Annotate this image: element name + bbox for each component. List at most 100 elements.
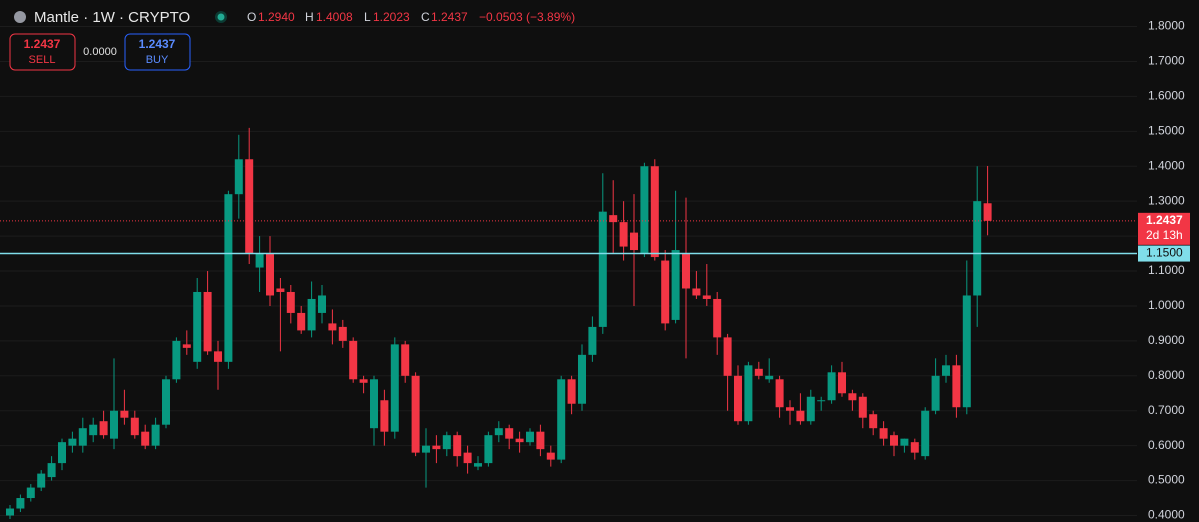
candle-body <box>224 194 233 362</box>
candle-body <box>650 166 659 258</box>
y-tick-label: 0.4000 <box>1148 508 1185 522</box>
y-tick-label: 1.5000 <box>1148 123 1185 137</box>
candle-body <box>827 372 836 401</box>
candle-body <box>494 428 503 436</box>
candle-body <box>983 203 992 221</box>
candle-body <box>151 424 160 446</box>
open-value: 1.2940 <box>258 10 295 24</box>
candle-body <box>619 222 628 247</box>
candle-body <box>463 452 472 464</box>
candle-body <box>567 379 576 404</box>
y-tick-label: 1.6000 <box>1148 89 1185 103</box>
candle-body <box>432 445 441 450</box>
candle-body <box>47 463 56 478</box>
candle-body <box>713 298 722 338</box>
candle-body <box>682 253 690 289</box>
high-label: H <box>305 10 314 24</box>
hline-tag <box>1138 245 1190 262</box>
candle-body <box>297 312 306 331</box>
candle-body <box>526 431 534 443</box>
candle-body <box>380 400 389 432</box>
candle-body <box>702 295 711 299</box>
sell-button[interactable]: 1.2437 SELL <box>9 33 76 71</box>
candle-body <box>578 354 586 404</box>
candle-body <box>26 487 35 499</box>
candle-body <box>99 421 108 436</box>
chart-title: Mantle · 1W · CRYPTO <box>34 9 190 26</box>
candle-body <box>172 340 181 380</box>
candle-body <box>89 424 98 436</box>
last-price-label: 1.2437 <box>1146 213 1183 227</box>
last-price-tag <box>1138 212 1190 245</box>
candle-body <box>110 410 118 439</box>
candle-body <box>286 291 295 313</box>
y-tick-label: 1.0000 <box>1148 298 1185 312</box>
candle-body <box>775 379 784 408</box>
candle-body <box>141 431 150 446</box>
candle-body <box>786 407 794 411</box>
candle-body <box>58 442 66 464</box>
low-value: 1.2023 <box>373 10 410 24</box>
candle-body <box>370 379 378 429</box>
candle-body <box>879 428 888 439</box>
candle-body <box>338 326 347 341</box>
status-dot <box>217 13 225 21</box>
low-label: L <box>364 10 371 24</box>
candle-body <box>734 375 742 422</box>
buy-box[interactable] <box>124 33 191 71</box>
y-tick-label: 1.1000 <box>1148 263 1185 277</box>
candle-body <box>505 428 514 439</box>
candle-body <box>598 211 607 327</box>
candle-body <box>858 396 867 418</box>
candle-body <box>276 288 285 292</box>
buy-price[interactable]: 1.2437 <box>139 37 176 51</box>
close-label: C <box>421 10 430 24</box>
candle-body <box>671 250 680 320</box>
y-tick-label: 1.7000 <box>1148 54 1185 68</box>
y-tick-label: 1.8000 <box>1148 19 1185 33</box>
sell-label[interactable]: SELL <box>29 54 56 66</box>
candle-body <box>453 435 462 457</box>
open-label: O <box>247 10 256 24</box>
candle-body <box>411 375 420 453</box>
candle-body <box>37 473 46 488</box>
candle-body <box>609 215 618 223</box>
candle-body <box>640 166 649 254</box>
candle-body <box>78 428 87 446</box>
plot <box>0 26 1137 519</box>
candle-body <box>536 431 545 450</box>
candle-body <box>266 253 274 296</box>
close-value: 1.2437 <box>431 10 468 24</box>
spread: 0.0000 <box>83 46 117 58</box>
candle-body <box>931 375 940 411</box>
candle-body <box>245 159 254 254</box>
candle-body <box>952 365 961 408</box>
candle-body <box>401 344 410 376</box>
candle-body <box>962 295 971 408</box>
candle-body <box>869 414 878 429</box>
candle-body <box>474 463 482 467</box>
candle-body <box>255 253 264 268</box>
candle-body <box>307 298 316 331</box>
buy-label[interactable]: BUY <box>146 54 169 66</box>
candle-body <box>754 368 763 376</box>
candle-body <box>193 291 202 362</box>
candle-body <box>214 351 222 362</box>
high-value: 1.4008 <box>316 10 353 24</box>
candle-body <box>744 365 753 422</box>
candle-body <box>890 435 898 446</box>
y-tick-label: 1.3000 <box>1148 193 1185 207</box>
candle-body <box>838 372 846 394</box>
candle-body <box>661 260 670 324</box>
sell-price[interactable]: 1.2437 <box>24 37 61 51</box>
countdown-label: 2d 13h <box>1146 228 1183 242</box>
buy-button[interactable]: 1.2437 BUY <box>124 33 191 71</box>
candle-body <box>130 417 139 436</box>
candle-body <box>765 375 774 380</box>
sell-box[interactable] <box>9 33 76 71</box>
y-tick-label: 0.7000 <box>1148 403 1185 417</box>
hline-label: 1.1500 <box>1146 246 1183 260</box>
y-tick-label: 0.8000 <box>1148 368 1185 382</box>
candle-body <box>796 410 805 422</box>
candle-body <box>359 379 368 383</box>
